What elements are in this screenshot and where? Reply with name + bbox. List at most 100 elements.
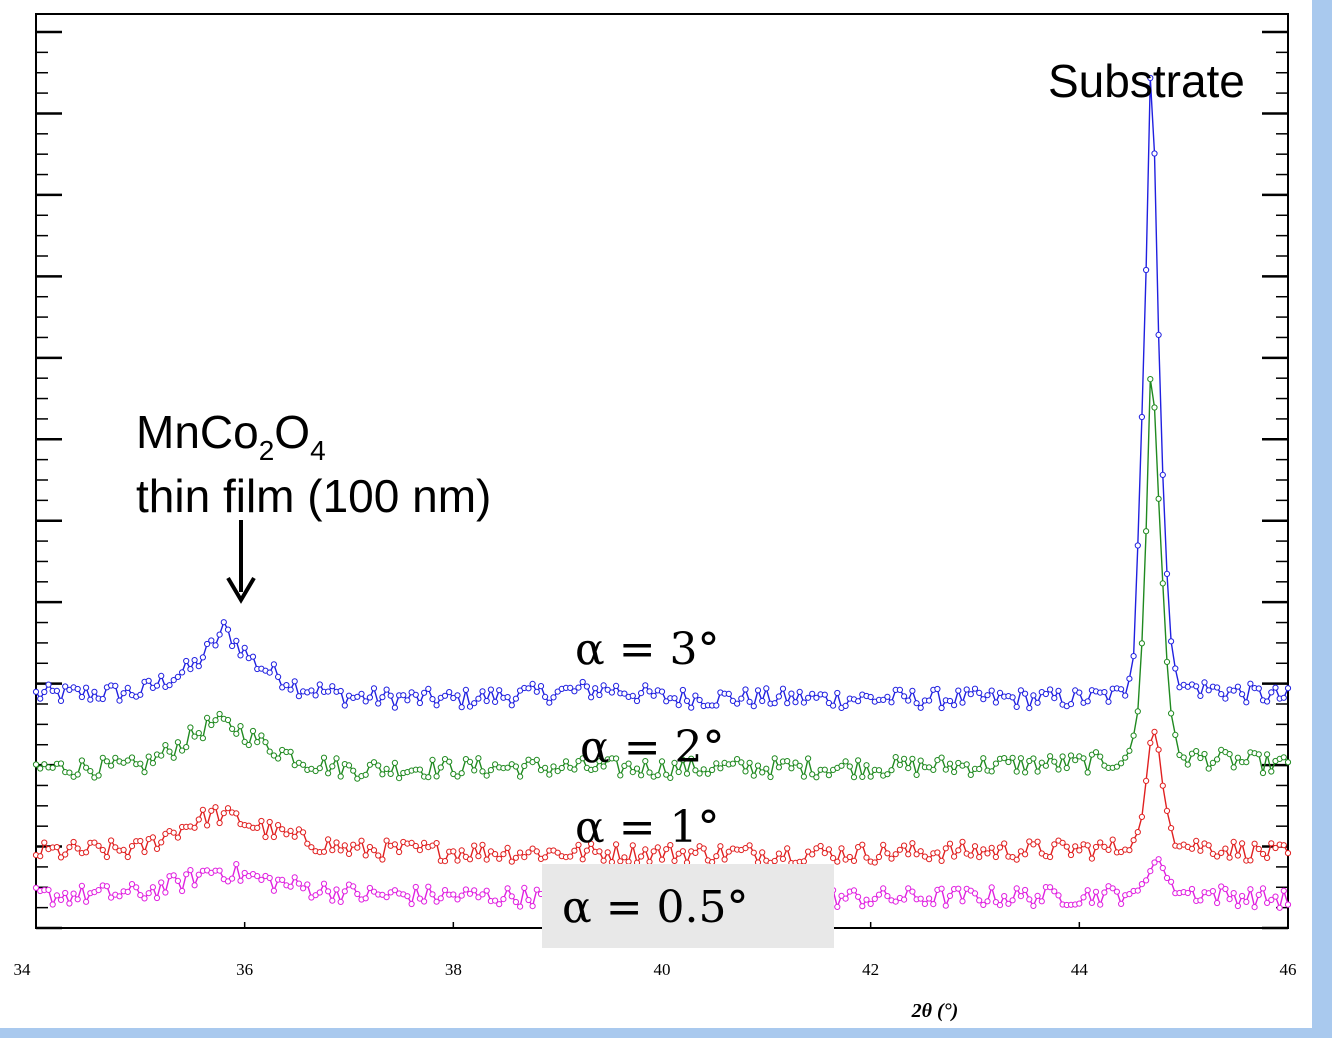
data-point	[179, 747, 186, 754]
data-point	[805, 694, 812, 701]
data-point	[608, 689, 616, 696]
data-point	[433, 840, 440, 847]
data-point	[391, 841, 398, 848]
data-point	[650, 692, 657, 699]
data-point	[512, 854, 520, 861]
data-point	[483, 856, 490, 863]
data-point	[387, 770, 394, 778]
data-point	[1034, 892, 1041, 900]
data-point	[880, 696, 887, 704]
data-point	[500, 851, 507, 858]
data-point	[567, 853, 574, 860]
data-point	[1134, 542, 1141, 549]
data-point	[91, 839, 98, 846]
data-point	[1284, 759, 1292, 766]
data-point	[775, 850, 783, 857]
data-point	[174, 739, 181, 746]
data-point	[471, 842, 478, 849]
data-point	[370, 685, 378, 692]
data-point	[508, 858, 515, 865]
data-point	[1042, 762, 1050, 769]
data-point	[1276, 904, 1283, 911]
data-point	[1268, 840, 1275, 847]
data-point	[996, 902, 1004, 909]
data-point	[834, 689, 841, 697]
data-point	[95, 887, 102, 894]
data-point	[800, 858, 808, 865]
data-point	[1055, 687, 1062, 694]
data-point	[412, 691, 419, 698]
data-point	[32, 884, 40, 891]
data-point	[830, 855, 837, 862]
data-point	[1280, 842, 1287, 849]
data-point	[1205, 765, 1212, 772]
data-point	[867, 773, 874, 780]
data-point	[1042, 690, 1050, 698]
data-point	[725, 690, 732, 698]
data-point	[846, 853, 853, 861]
data-point	[542, 854, 549, 861]
data-point	[329, 897, 336, 904]
data-point	[358, 837, 365, 844]
data-point	[183, 744, 190, 751]
data-point	[1051, 841, 1058, 848]
data-point	[287, 827, 294, 835]
data-point	[980, 755, 987, 762]
data-point	[1155, 746, 1162, 753]
data-point	[1051, 758, 1058, 765]
data-point	[174, 834, 181, 841]
data-point	[283, 831, 290, 838]
data-point	[450, 848, 457, 855]
data-point	[1130, 837, 1137, 844]
data-point	[813, 774, 820, 781]
data-point	[375, 852, 382, 859]
data-point	[320, 880, 328, 887]
data-point	[871, 895, 878, 903]
data-point	[963, 686, 970, 693]
series-1	[32, 376, 1292, 782]
data-point	[988, 768, 995, 775]
data-point	[483, 887, 490, 894]
data-point	[1076, 900, 1083, 907]
data-point	[1055, 892, 1062, 899]
data-point	[304, 881, 311, 888]
data-point	[1005, 900, 1012, 907]
data-point	[1026, 896, 1033, 903]
data-point	[1005, 758, 1012, 766]
data-point	[1172, 665, 1179, 672]
data-point	[938, 754, 945, 761]
data-point	[162, 889, 169, 896]
data-point	[249, 727, 257, 735]
data-point	[375, 700, 382, 707]
data-point	[1013, 885, 1020, 892]
data-point	[1126, 747, 1133, 754]
data-point	[805, 755, 812, 762]
data-point	[441, 692, 449, 699]
data-point	[337, 687, 344, 695]
data-point	[74, 771, 81, 778]
data-point	[1126, 891, 1133, 898]
data-point	[746, 842, 753, 849]
data-point	[137, 837, 144, 845]
data-point	[992, 899, 1000, 906]
data-point	[1113, 763, 1121, 770]
data-point	[283, 682, 290, 689]
data-point	[713, 760, 720, 767]
data-point	[316, 889, 323, 896]
data-point	[913, 771, 920, 779]
data-point	[884, 850, 891, 857]
data-point	[1259, 850, 1267, 858]
data-point	[487, 767, 494, 774]
data-point	[237, 877, 244, 884]
data-point	[66, 844, 73, 851]
data-point	[1243, 898, 1250, 906]
data-point	[700, 845, 707, 852]
data-point	[946, 697, 954, 705]
data-point	[1205, 842, 1212, 849]
data-point	[379, 771, 386, 778]
data-point	[366, 843, 373, 851]
data-point	[287, 686, 294, 693]
data-point	[145, 890, 152, 897]
data-point	[658, 688, 666, 695]
data-point	[237, 652, 244, 659]
